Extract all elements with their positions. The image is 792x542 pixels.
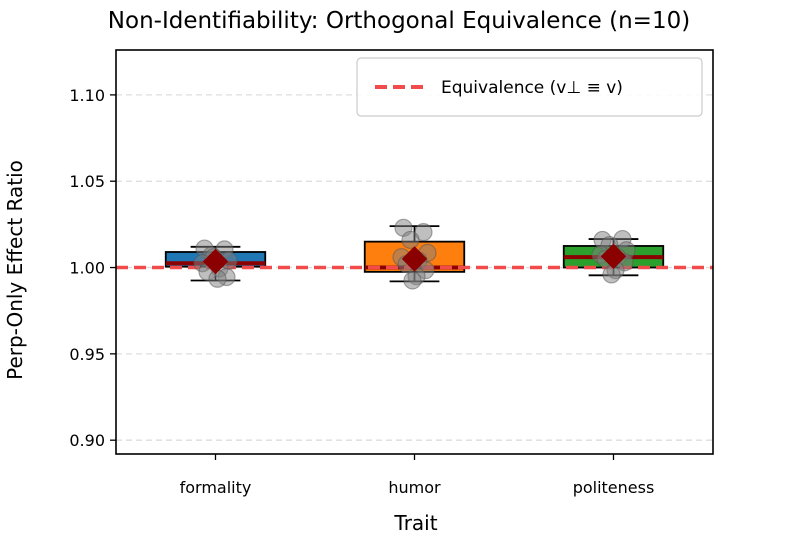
y-axis-label: Perp-Only Effect Ratio: [3, 160, 27, 380]
mean-marker: [202, 248, 229, 275]
chart-title: Non-Identifiability: Orthogonal Equivale…: [108, 8, 690, 34]
legend: Equivalence (v⊥ ≡ v): [356, 57, 703, 117]
y-tick-label: 1.00: [69, 259, 105, 278]
mean-marker: [401, 246, 428, 272]
x-tick-label: politeness: [573, 478, 655, 497]
y-tick-label: 0.95: [69, 345, 105, 364]
data-point: [208, 269, 227, 288]
data-point: [602, 265, 621, 284]
legend-frame: [356, 57, 703, 117]
y-tick-label: 0.90: [69, 431, 105, 450]
x-axis-label: Trait: [393, 511, 437, 535]
y-tick-label: 1.05: [69, 172, 105, 191]
data-point: [403, 271, 422, 290]
x-axis: formality humor politeness: [180, 454, 655, 497]
x-tick-label: humor: [388, 478, 441, 497]
y-tick-label: 1.10: [69, 86, 105, 105]
mean-marker: [600, 243, 627, 270]
y-axis: 0.90 0.95 1.00 1.05 1.10: [69, 86, 116, 450]
x-tick-label: formality: [180, 478, 252, 497]
points-layer: [193, 218, 636, 290]
legend-label: Equivalence (v⊥ ≡ v): [441, 78, 623, 98]
data-point: [401, 230, 420, 250]
